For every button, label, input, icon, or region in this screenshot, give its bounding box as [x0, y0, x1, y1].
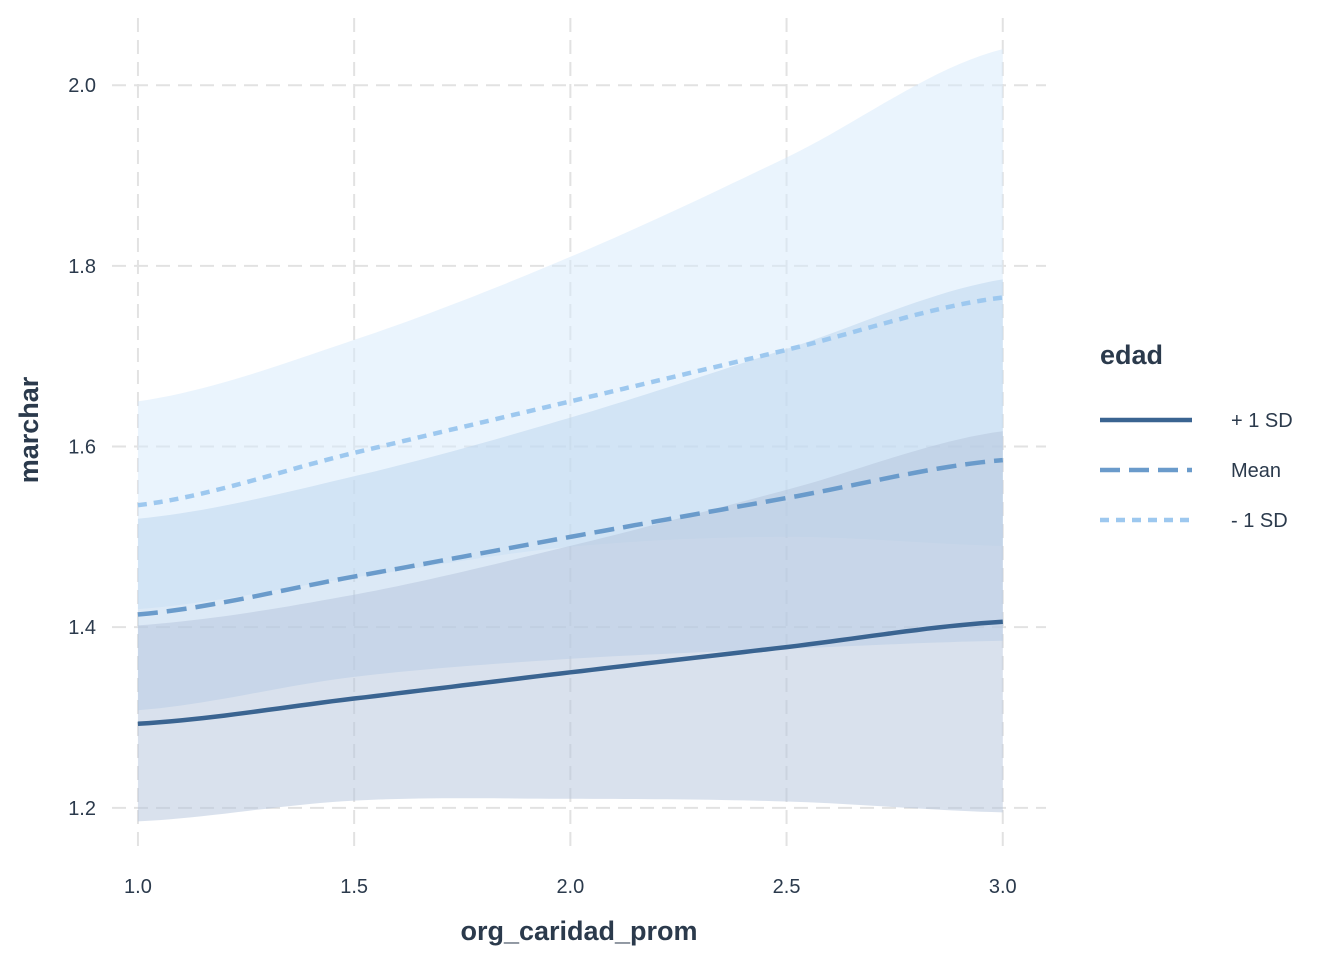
y-axis-title: marchar: [14, 376, 44, 483]
y-tick-label: 1.8: [68, 256, 96, 278]
confidence-bands: [137, 49, 1003, 822]
y-tick-label: 1.4: [68, 617, 96, 639]
series-line-0: [137, 619, 1003, 727]
y-tick-label: 2.0: [68, 75, 96, 97]
x-axis-ticks: 1.0 1.5 2.0 2.5 3.0: [124, 876, 1017, 898]
series-line-2: [137, 295, 1004, 508]
series-lines: [137, 295, 1004, 727]
legend-label-2: - 1 SD: [1231, 510, 1288, 532]
confidence-band-0: [137, 431, 1003, 822]
series-line-1: [137, 457, 1004, 617]
x-tick-label: 1.5: [340, 876, 368, 898]
legend-title: edad: [1100, 340, 1163, 370]
x-tick-label: 3.0: [989, 876, 1017, 898]
y-axis-ticks: 1.2 1.4 1.6 1.8 2.0: [68, 75, 96, 820]
x-tick-label: 1.0: [124, 876, 152, 898]
x-tick-label: 2.0: [556, 876, 584, 898]
x-axis-title: org_caridad_prom: [460, 916, 697, 946]
legend-label-0: + 1 SD: [1231, 410, 1293, 432]
y-tick-label: 1.2: [68, 798, 96, 820]
legend: edad + 1 SD Mean - 1 SD: [1100, 340, 1293, 532]
legend-items: + 1 SD Mean - 1 SD: [1100, 410, 1293, 532]
y-tick-label: 1.6: [68, 437, 96, 459]
x-tick-label: 2.5: [773, 876, 801, 898]
legend-label-1: Mean: [1231, 460, 1281, 482]
